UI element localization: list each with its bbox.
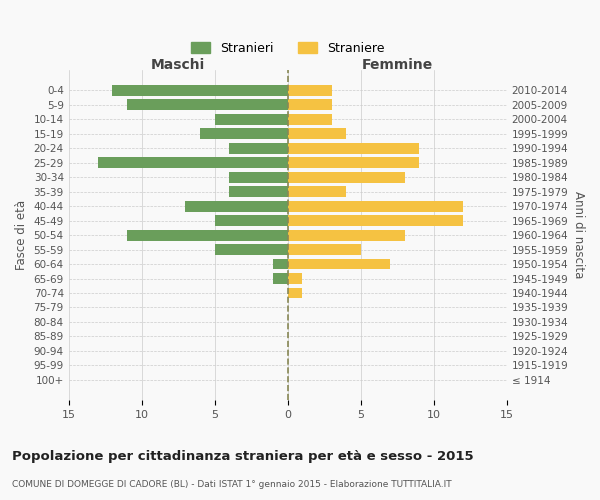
Bar: [127, 230, 287, 240]
Bar: [229, 186, 287, 197]
Y-axis label: Anni di nascita: Anni di nascita: [572, 192, 585, 279]
Bar: [287, 85, 331, 96]
Text: Femmine: Femmine: [362, 58, 433, 71]
Bar: [127, 100, 287, 110]
Bar: [215, 244, 287, 255]
Bar: [287, 186, 346, 197]
Bar: [287, 128, 346, 139]
Bar: [215, 215, 287, 226]
Y-axis label: Fasce di età: Fasce di età: [15, 200, 28, 270]
Bar: [287, 114, 331, 125]
Bar: [287, 158, 419, 168]
Bar: [112, 85, 287, 96]
Bar: [200, 128, 287, 139]
Bar: [215, 114, 287, 125]
Text: COMUNE DI DOMEGGE DI CADORE (BL) - Dati ISTAT 1° gennaio 2015 - Elaborazione TUT: COMUNE DI DOMEGGE DI CADORE (BL) - Dati …: [12, 480, 452, 489]
Legend: Stranieri, Straniere: Stranieri, Straniere: [186, 36, 389, 60]
Text: Maschi: Maschi: [151, 58, 205, 71]
Bar: [287, 215, 463, 226]
Bar: [287, 100, 331, 110]
Bar: [287, 273, 302, 284]
Bar: [229, 172, 287, 182]
Bar: [273, 273, 287, 284]
Bar: [287, 258, 390, 270]
Bar: [229, 143, 287, 154]
Bar: [287, 244, 361, 255]
Bar: [287, 200, 463, 211]
Bar: [185, 200, 287, 211]
Bar: [98, 158, 287, 168]
Bar: [273, 258, 287, 270]
Bar: [287, 172, 404, 182]
Bar: [287, 143, 419, 154]
Text: Popolazione per cittadinanza straniera per età e sesso - 2015: Popolazione per cittadinanza straniera p…: [12, 450, 473, 463]
Bar: [287, 230, 404, 240]
Bar: [287, 288, 302, 298]
